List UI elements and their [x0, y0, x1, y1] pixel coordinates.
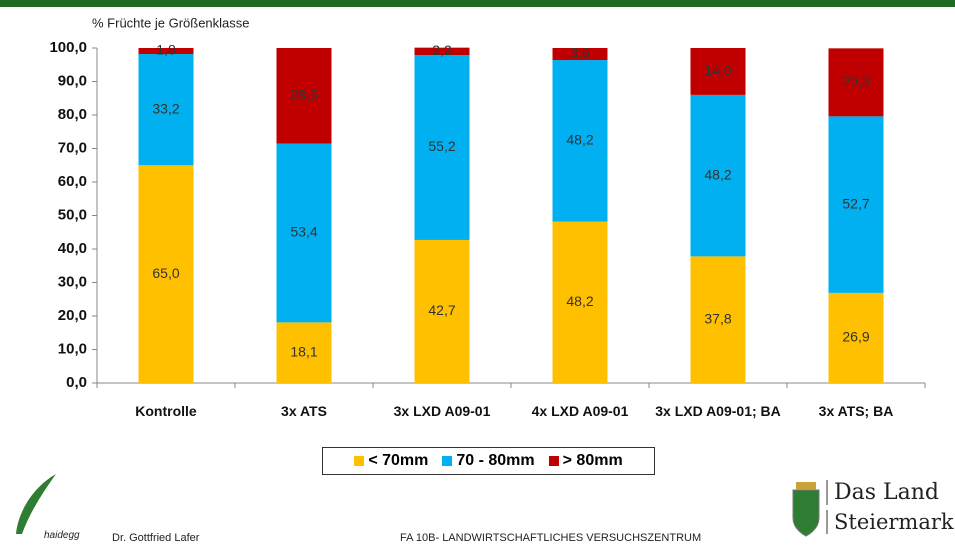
y-tick-label: 0,0	[66, 374, 87, 391]
y-tick-label: 60,0	[58, 173, 87, 190]
coat-of-arms	[790, 480, 822, 540]
value-label: 48,2	[704, 166, 731, 182]
legend: < 70mm 70 - 80mm > 80mm	[322, 447, 655, 475]
institution: FA 10B- LANDWIRTSCHAFTLICHES VERSUCHSZEN…	[400, 532, 701, 544]
x-tick-label: 3x ATS	[239, 403, 369, 420]
legend-label: > 80mm	[563, 452, 623, 470]
value-label: 52,7	[842, 195, 869, 211]
legend-swatch	[442, 456, 452, 466]
value-label: 14,0	[704, 62, 731, 78]
legend-swatch	[354, 456, 364, 466]
legend-item: > 80mm	[549, 452, 623, 470]
value-label: 42,7	[428, 302, 455, 318]
value-label: 1,8	[156, 42, 176, 58]
value-label: 48,2	[566, 131, 593, 147]
brand-line2: Steiermark	[826, 510, 954, 534]
y-tick-label: 40,0	[58, 240, 87, 257]
y-tick-label: 80,0	[58, 106, 87, 123]
logo-text: haidegg	[44, 530, 80, 541]
legend-label: 70 - 80mm	[456, 452, 534, 470]
value-label: 3,6	[570, 45, 590, 61]
value-label: 53,4	[290, 224, 317, 240]
value-label: 37,8	[704, 310, 731, 326]
value-label: 28,5	[290, 86, 317, 102]
y-tick-label: 50,0	[58, 206, 87, 223]
slide: % Früchte je Größenklasse 0,0 10,0 20,0 30,…	[0, 0, 955, 549]
legend-item: 70 - 80mm	[442, 452, 534, 470]
legend-label: < 70mm	[368, 452, 428, 470]
legend-swatch	[549, 456, 559, 466]
value-label: 2,2	[432, 42, 452, 58]
y-tick-label: 70,0	[58, 139, 87, 156]
value-label: 55,2	[428, 138, 455, 154]
value-label: 48,2	[566, 293, 593, 309]
value-label: 26,9	[842, 329, 869, 345]
x-tick-label: 4x LXD A09-01	[515, 403, 645, 420]
y-tick-label: 10,0	[58, 340, 87, 357]
legend-item: < 70mm	[354, 452, 428, 470]
y-tick-label: 100,0	[49, 39, 87, 56]
x-tick-label: Kontrolle	[101, 403, 231, 420]
y-axis-title: % Früchte je Größenklasse	[92, 15, 250, 30]
y-tick-label: 30,0	[58, 273, 87, 290]
y-tick-label: 90,0	[58, 72, 87, 89]
brand-line1: Das Land	[826, 480, 939, 505]
x-tick-label: 3x LXD A09-01; BA	[653, 403, 783, 420]
author: Dr. Gottfried Lafer	[112, 532, 199, 544]
value-label: 20,3	[842, 73, 869, 89]
value-label: 65,0	[152, 265, 179, 281]
y-tick-label: 20,0	[58, 307, 87, 324]
value-label: 18,1	[290, 343, 317, 359]
x-tick-label: 3x LXD A09-01	[377, 403, 507, 420]
x-tick-label: 3x ATS; BA	[791, 403, 921, 420]
value-label: 33,2	[152, 100, 179, 116]
